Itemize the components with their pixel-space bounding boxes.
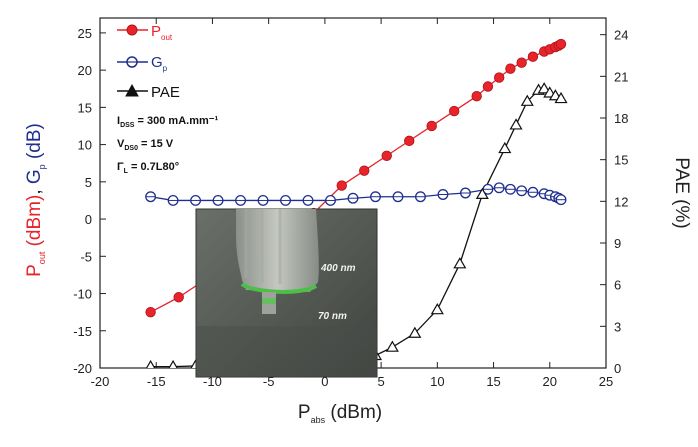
- data-point-p-out: [404, 135, 415, 147]
- data-point-g-p: [392, 191, 404, 203]
- data-point-pae: [520, 94, 534, 106]
- data-point-p-out: [426, 120, 437, 132]
- y-left-tick-label: -5: [80, 249, 92, 264]
- x-tick-label: 25: [599, 374, 613, 389]
- legend-label-pout-sub: out: [161, 33, 173, 42]
- y-axis-title-right: PAE (%): [671, 157, 692, 228]
- y-left-tick-label: -10: [73, 287, 92, 302]
- annotation-idss: IDSS = 300 mA.mm⁻¹: [117, 115, 219, 129]
- y-left-tick-label: -15: [73, 324, 92, 339]
- data-point-p-out: [336, 180, 347, 191]
- legend-label-pae: PAE: [151, 84, 180, 101]
- legend: Pout Gp PAE: [117, 23, 180, 101]
- legend-label-gp-sub: p: [163, 64, 168, 73]
- y-right-tick-label: 9: [614, 236, 621, 251]
- y-right-tick-label: 15: [614, 153, 628, 168]
- data-point-g-p: [516, 185, 528, 197]
- data-point-g-p: [437, 189, 449, 200]
- data-point-p-out: [145, 306, 156, 318]
- x-tick-label: 5: [377, 374, 384, 389]
- data-point-p-out: [381, 150, 392, 161]
- sem-inset-image: 400 nm 70 nm: [195, 208, 378, 378]
- data-point-pae: [145, 359, 156, 368]
- data-point-p-out: [505, 63, 516, 74]
- data-point-g-p: [347, 192, 359, 204]
- inset-label-70nm: 70 nm: [318, 311, 347, 322]
- svg-text:Pout: Pout: [151, 23, 173, 42]
- y-right-tick-label: 0: [614, 361, 621, 376]
- data-point-p-out: [471, 90, 482, 102]
- x-tick-label: -20: [91, 374, 110, 389]
- x-tick-label: -10: [203, 374, 222, 389]
- y-right-tick-label: 18: [614, 111, 628, 126]
- data-point-g-p: [280, 194, 291, 206]
- y-left-tick-label: 10: [78, 138, 92, 153]
- data-point-g-p: [370, 191, 381, 203]
- data-point-p-out: [493, 72, 505, 83]
- x-tick-label: 15: [486, 374, 500, 389]
- y-right-tick-label: 6: [614, 278, 621, 293]
- data-point-pae: [453, 257, 467, 269]
- x-axis-title: Pabs (dBm): [298, 402, 382, 425]
- data-point-pae: [509, 118, 523, 130]
- x-tick-label: -5: [263, 374, 275, 389]
- data-point-pae: [498, 141, 512, 154]
- legend-item-pae: PAE: [117, 83, 180, 101]
- y-left-tick-label: 15: [78, 100, 92, 115]
- data-point-g-p: [145, 191, 157, 203]
- data-point-p-out: [482, 81, 494, 92]
- y-left-tick-label: 0: [85, 212, 92, 227]
- data-point-g-p: [527, 186, 539, 198]
- data-point-pae: [168, 359, 178, 368]
- data-point-pae: [430, 302, 444, 315]
- data-point-pae: [385, 340, 399, 352]
- legend-item-pout: Pout: [117, 23, 173, 42]
- x-tick-label: -15: [147, 374, 166, 389]
- y-axis-title-left: Pout (dBm), Gp (dB): [24, 123, 47, 277]
- legend-label-pout: P: [151, 23, 161, 40]
- condition-annotations: IDSS = 300 mA.mm⁻¹ VDS0 = 15 V ΓL = 0.7L…: [117, 115, 219, 175]
- legend-label-gp: G: [151, 54, 163, 71]
- data-point-pae: [554, 91, 568, 104]
- data-point-g-p: [257, 194, 269, 206]
- svg-text:Gp: Gp: [151, 54, 168, 73]
- y-left-tick-label: -20: [73, 361, 92, 376]
- y-right-tick-label: 3: [614, 319, 621, 334]
- data-point-g-p: [167, 194, 179, 206]
- data-point-g-p: [459, 187, 471, 199]
- data-point-g-p: [190, 194, 202, 206]
- y-left-tick-label: 25: [78, 26, 92, 41]
- data-point-g-p: [212, 194, 224, 206]
- series-markers: [145, 38, 568, 368]
- data-point-p-out: [449, 105, 460, 117]
- data-point-p-out: [359, 165, 370, 176]
- annotation-gamma-l: ΓL = 0.7L80°: [117, 161, 179, 175]
- data-point-p-out: [555, 38, 567, 50]
- data-point-g-p: [325, 194, 336, 206]
- data-point-g-p: [504, 183, 516, 195]
- data-point-p-out: [516, 57, 527, 68]
- annotation-vds0: VDS0 = 15 V: [117, 138, 174, 152]
- x-tick-label: 20: [543, 374, 557, 389]
- legend-item-gp: Gp: [117, 54, 168, 73]
- x-tick-label: 10: [430, 374, 444, 389]
- data-point-g-p: [235, 194, 247, 206]
- data-point-g-p: [555, 194, 567, 206]
- data-point-p-out: [527, 51, 539, 62]
- y-right-tick-label: 12: [614, 194, 628, 209]
- data-point-g-p: [493, 182, 505, 194]
- x-tick-label: 0: [321, 374, 328, 389]
- data-point-g-p: [415, 191, 426, 203]
- y-left-tick-label: 20: [78, 63, 92, 78]
- data-point-pae: [475, 187, 489, 199]
- y-right-tick-label: 21: [614, 69, 628, 84]
- y-right-tick-label: 24: [614, 28, 628, 43]
- y-left-tick-label: 5: [85, 175, 92, 190]
- inset-label-400nm: 400 nm: [320, 263, 356, 274]
- data-point-p-out: [173, 292, 184, 303]
- data-point-g-p: [302, 194, 314, 206]
- data-point-pae: [537, 82, 551, 94]
- data-point-pae: [408, 326, 422, 338]
